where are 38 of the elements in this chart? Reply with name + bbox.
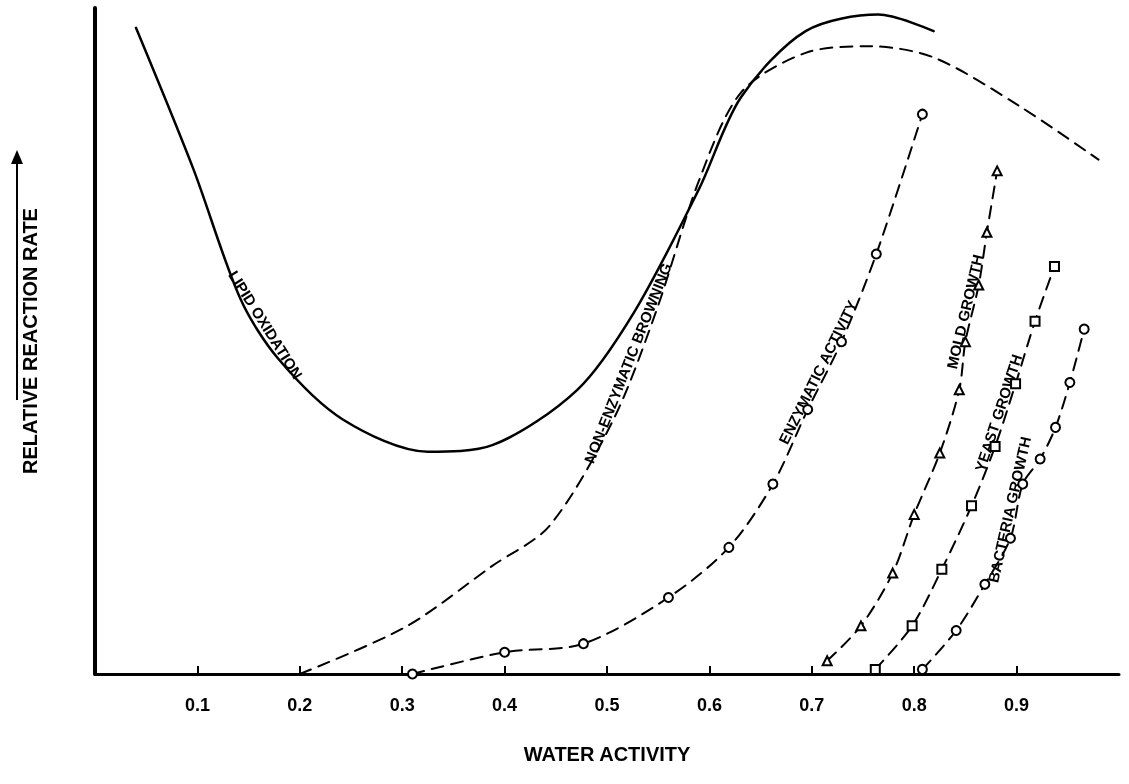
point [936, 563, 948, 575]
x-tick-label: 0.2 [287, 695, 313, 715]
point [870, 248, 882, 260]
x-tick-label: 0.4 [492, 695, 518, 715]
x-tick-label: 0.3 [389, 695, 415, 715]
point [1029, 315, 1041, 327]
point [1078, 323, 1090, 335]
point [577, 638, 589, 650]
x-tick-label: 0.1 [184, 695, 210, 715]
point [406, 668, 418, 680]
point [499, 646, 511, 658]
x-axis-title: WATER ACTIVITY [523, 743, 691, 765]
point [953, 384, 965, 396]
point [906, 620, 918, 632]
y-axis-title: RELATIVE REACTION RATE [19, 208, 41, 474]
x-tick-label: 0.5 [594, 695, 620, 715]
point [1034, 453, 1046, 465]
point [767, 478, 779, 490]
point [1064, 377, 1076, 389]
point [855, 620, 867, 632]
point [916, 108, 928, 120]
point [908, 508, 920, 520]
text: MOLD GROWTH [943, 252, 987, 371]
point [723, 541, 735, 553]
x-tick-label: 0.6 [696, 695, 722, 715]
x-tick-label: 0.8 [901, 695, 927, 715]
point [662, 592, 674, 604]
point [991, 165, 1003, 177]
x-tick-label: 0.7 [799, 695, 825, 715]
point [821, 655, 833, 667]
x-tick-label: 0.9 [1004, 695, 1030, 715]
point [934, 447, 946, 459]
point [1048, 260, 1060, 272]
point [966, 500, 978, 512]
point [887, 567, 899, 579]
point [981, 226, 993, 238]
point [1050, 421, 1062, 433]
point [950, 624, 962, 636]
